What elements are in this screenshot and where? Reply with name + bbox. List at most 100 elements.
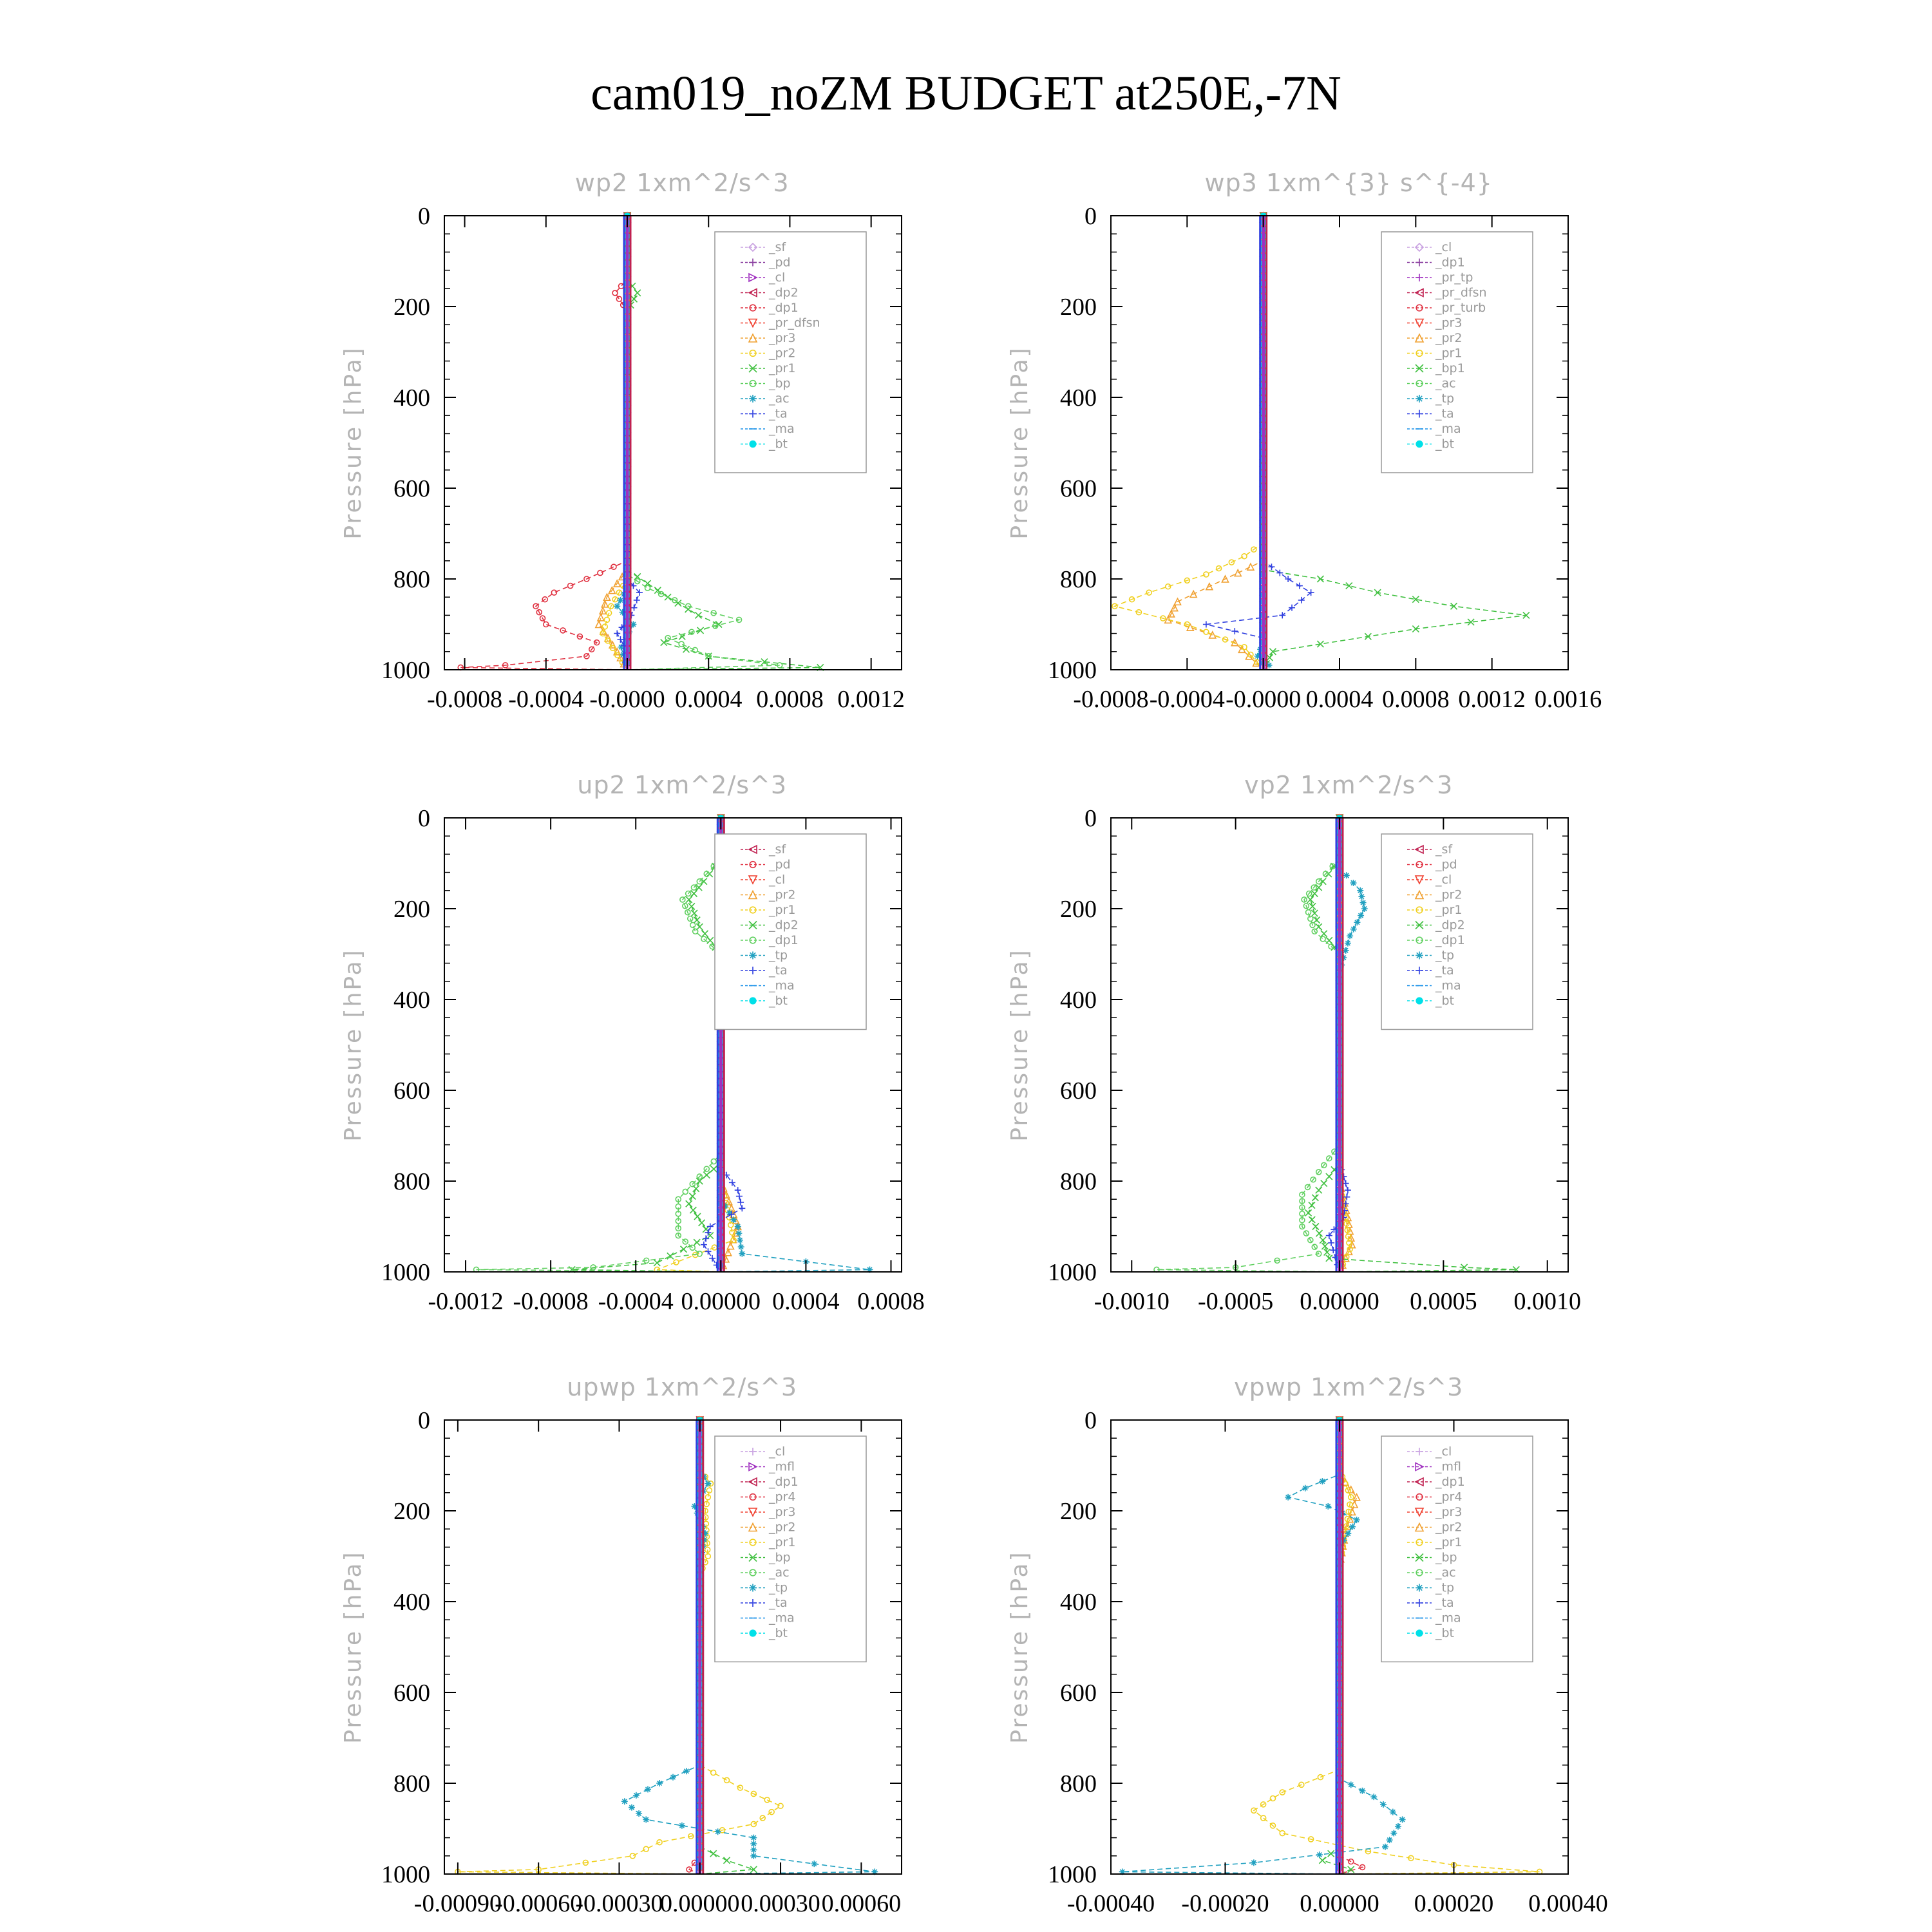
y-tick-label: 600: [1060, 1077, 1097, 1104]
series-marker: [1276, 569, 1283, 576]
series-marker: [703, 1171, 710, 1179]
legend-label: _pd: [768, 256, 791, 270]
series-marker: [1265, 661, 1273, 668]
legend-label: _bt: [768, 437, 788, 451]
series-marker: [675, 1225, 682, 1232]
series-marker: [750, 1834, 757, 1841]
series-marker: [618, 643, 625, 650]
series-marker: [1308, 1216, 1316, 1224]
series-marker: [1299, 1223, 1305, 1230]
series-marker: [628, 1804, 635, 1811]
legend-label: _pr4: [768, 1490, 795, 1504]
series-marker: [737, 1198, 744, 1206]
series-marker: [679, 896, 686, 903]
series-marker: [694, 611, 703, 619]
x-tick-label: -0.00060: [495, 1890, 582, 1917]
series-marker: [1298, 596, 1305, 603]
series-marker: [603, 616, 611, 623]
series-marker: [696, 923, 703, 931]
series-line-_ta: [1206, 216, 1312, 670]
series-marker: [699, 1549, 706, 1556]
series-marker: [1311, 1194, 1319, 1202]
legend-label: _pd: [1435, 858, 1457, 872]
x-tick-label: 0.00030: [741, 1890, 820, 1917]
y-axis-label: Pressure [hPa]: [1007, 346, 1033, 539]
series-marker: [618, 283, 625, 290]
panel-4: vp2 1xm^2/s^3 Pressure [hPa] 0 200 400 600 800…: [1007, 771, 1581, 1315]
series-marker: [696, 1251, 703, 1257]
series-marker: [764, 1797, 770, 1803]
series-marker: [678, 1822, 685, 1829]
series-marker: [1325, 1173, 1333, 1180]
series-marker: [750, 1846, 757, 1853]
y-tick-label: 0: [418, 203, 430, 230]
series-marker: [682, 645, 690, 653]
x-tick-label: 0.0004: [675, 686, 743, 713]
series-marker: [1319, 1236, 1327, 1244]
series-marker: [777, 1803, 784, 1810]
series-marker: [776, 662, 783, 668]
series-marker: [1299, 1217, 1305, 1224]
x-tick-label: -0.0000: [1226, 686, 1301, 713]
series-marker: [1323, 1248, 1331, 1256]
series-marker: [735, 616, 743, 623]
series-marker: [612, 579, 621, 587]
x-tick-label: -0.0008: [513, 1288, 589, 1315]
series-marker: [730, 1236, 737, 1244]
y-axis-label: Pressure [hPa]: [340, 1550, 366, 1743]
series-marker: [705, 1229, 712, 1236]
series-marker: [1305, 909, 1312, 916]
legend: _sf_pd_cl_pr2_pr1_dp2_dp1 _tp_ta_ma_bt: [714, 833, 867, 1030]
series-marker: [582, 1859, 589, 1866]
legend-marker: [748, 1462, 758, 1472]
series-marker: [1222, 636, 1229, 643]
series-marker: [1205, 582, 1214, 591]
series-marker: [1315, 878, 1322, 885]
legend-label: _pd: [768, 858, 791, 872]
series-marker: [706, 936, 714, 944]
series-marker: [690, 909, 698, 917]
series-marker: [689, 1206, 697, 1214]
series-marker: [1344, 1187, 1351, 1194]
series-marker: [1167, 609, 1175, 618]
series-marker: [612, 596, 618, 603]
y-tick-label: 800: [1060, 1168, 1097, 1195]
series-marker: [619, 609, 626, 616]
legend-marker: [749, 1448, 757, 1455]
series-marker: [614, 630, 621, 637]
series-marker: [673, 1259, 679, 1265]
series-marker: [656, 1839, 663, 1846]
series-marker: [696, 1177, 703, 1185]
series-marker: [726, 1241, 735, 1250]
legend-box: [714, 1435, 867, 1663]
plot-frame: [444, 1419, 902, 1875]
y-tick-label: 1000: [381, 1861, 430, 1888]
series-marker: [871, 1868, 878, 1875]
legend-marker: [749, 1493, 757, 1501]
series-marker: [710, 1165, 717, 1173]
legend-marker: [1414, 844, 1424, 855]
legend-marker: [748, 1477, 757, 1487]
legend-label: _cl: [1435, 240, 1452, 254]
series-marker: [1202, 621, 1209, 628]
legend-marker: [748, 242, 758, 252]
y-tick-label: 400: [393, 1589, 430, 1616]
series-marker: [1343, 1220, 1350, 1227]
series-line-_dp1: [476, 818, 722, 1273]
legend-label: _bt: [1435, 994, 1454, 1008]
legend-label: _cl: [1435, 873, 1452, 887]
legend-marker: [1414, 318, 1425, 328]
series-marker: [1307, 896, 1314, 904]
series-marker: [1322, 871, 1329, 877]
series-marker: [685, 890, 692, 897]
series-marker: [678, 641, 685, 647]
y-tick-label: 200: [1060, 294, 1097, 321]
y-tick-label: 1000: [1048, 1259, 1097, 1286]
series-marker: [1311, 884, 1317, 891]
legend-label: _pr1: [1435, 346, 1462, 361]
series-marker: [1247, 651, 1254, 658]
series-marker: [1357, 887, 1364, 894]
legend-marker: [748, 364, 757, 373]
y-tick-label: 0: [1084, 203, 1097, 230]
series-marker: [705, 1480, 712, 1487]
